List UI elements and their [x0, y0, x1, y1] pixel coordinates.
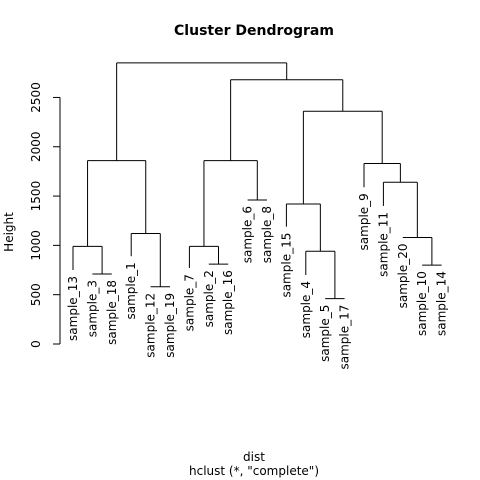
y-tick-label-4: 2000	[29, 131, 43, 162]
leaf-label-sample_15: sample_15	[279, 233, 293, 298]
y-tick-label-3: 1500	[29, 181, 43, 212]
leaf-label-sample_19: sample_19	[163, 293, 177, 358]
chart-title: Cluster Dendrogram	[174, 23, 334, 39]
x-axis-label: dist	[243, 450, 265, 464]
leaf-label-sample_4: sample_4	[299, 281, 313, 338]
leaf-labels: sample_13 sample_3 sample_18 sample_1sample…	[66, 193, 449, 369]
leaf-label-sample_12: sample_12	[144, 293, 158, 358]
leaf-label-sample_8: sample_8	[260, 206, 274, 263]
method-subtitle: hclust (*, "complete")	[189, 464, 319, 478]
leaf-label-sample_1: sample_1	[124, 262, 138, 319]
leaf-label-sample_18: sample_18	[105, 280, 119, 345]
y-tick-label-2: 1000	[29, 230, 43, 261]
leaf-label-sample_16: sample_16	[221, 270, 235, 335]
leaf-label-sample_14: sample_14	[435, 271, 449, 336]
y-axis: 0 500 1000 1500 2000 2500	[29, 82, 61, 348]
leaf-label-sample_10: sample_10	[415, 271, 429, 336]
leaf-label-sample_3: sample_3	[85, 280, 99, 337]
leaf-label-sample_17: sample_17	[338, 305, 352, 370]
leaf-label-sample_20: sample_20	[396, 243, 410, 308]
leaf-label-sample_6: sample_6	[241, 206, 255, 263]
y-tick-label-5: 2500	[29, 82, 43, 113]
leaf-label-sample_5: sample_5	[318, 305, 332, 362]
leaf-label-sample_7: sample_7	[182, 274, 196, 331]
leaf-label-sample_9: sample_9	[357, 193, 371, 250]
y-tick-label-0: 0	[29, 340, 43, 348]
leaf-label-sample_2: sample_2	[202, 270, 216, 327]
dendrogram-branches	[72, 62, 442, 300]
y-axis-label: Height	[2, 212, 16, 252]
leaf-label-sample_13: sample_13	[66, 276, 80, 341]
leaf-label-sample_11: sample_11	[376, 212, 390, 277]
y-tick-label-1: 500	[29, 283, 43, 306]
